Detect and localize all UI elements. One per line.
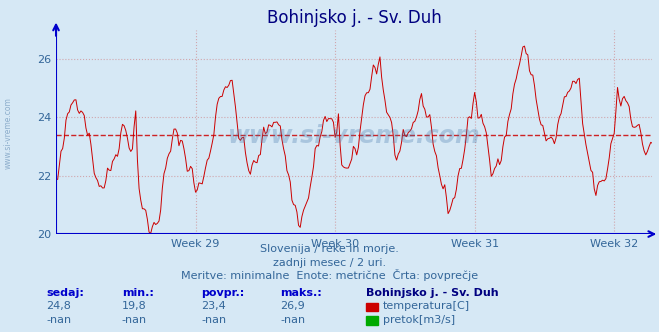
Text: Bohinjsko j. - Sv. Duh: Bohinjsko j. - Sv. Duh — [366, 288, 498, 298]
Text: 19,8: 19,8 — [122, 301, 147, 311]
Text: 26,9: 26,9 — [280, 301, 305, 311]
Text: 23,4: 23,4 — [201, 301, 226, 311]
Text: povpr.:: povpr.: — [201, 288, 244, 298]
Text: www.si-vreme.com: www.si-vreme.com — [228, 124, 480, 148]
Text: pretok[m3/s]: pretok[m3/s] — [383, 315, 455, 325]
Text: Meritve: minimalne  Enote: metrične  Črta: povprečje: Meritve: minimalne Enote: metrične Črta:… — [181, 269, 478, 281]
Text: -nan: -nan — [280, 315, 305, 325]
Text: 24,8: 24,8 — [46, 301, 71, 311]
Text: www.si-vreme.com: www.si-vreme.com — [4, 97, 13, 169]
Text: zadnji mesec / 2 uri.: zadnji mesec / 2 uri. — [273, 258, 386, 268]
Text: maks.:: maks.: — [280, 288, 322, 298]
Text: min.:: min.: — [122, 288, 154, 298]
Text: -nan: -nan — [122, 315, 147, 325]
Text: -nan: -nan — [201, 315, 226, 325]
Text: Slovenija / reke in morje.: Slovenija / reke in morje. — [260, 244, 399, 254]
Text: sedaj:: sedaj: — [46, 288, 84, 298]
Text: temperatura[C]: temperatura[C] — [383, 301, 470, 311]
Text: -nan: -nan — [46, 315, 71, 325]
Title: Bohinjsko j. - Sv. Duh: Bohinjsko j. - Sv. Duh — [267, 9, 442, 27]
